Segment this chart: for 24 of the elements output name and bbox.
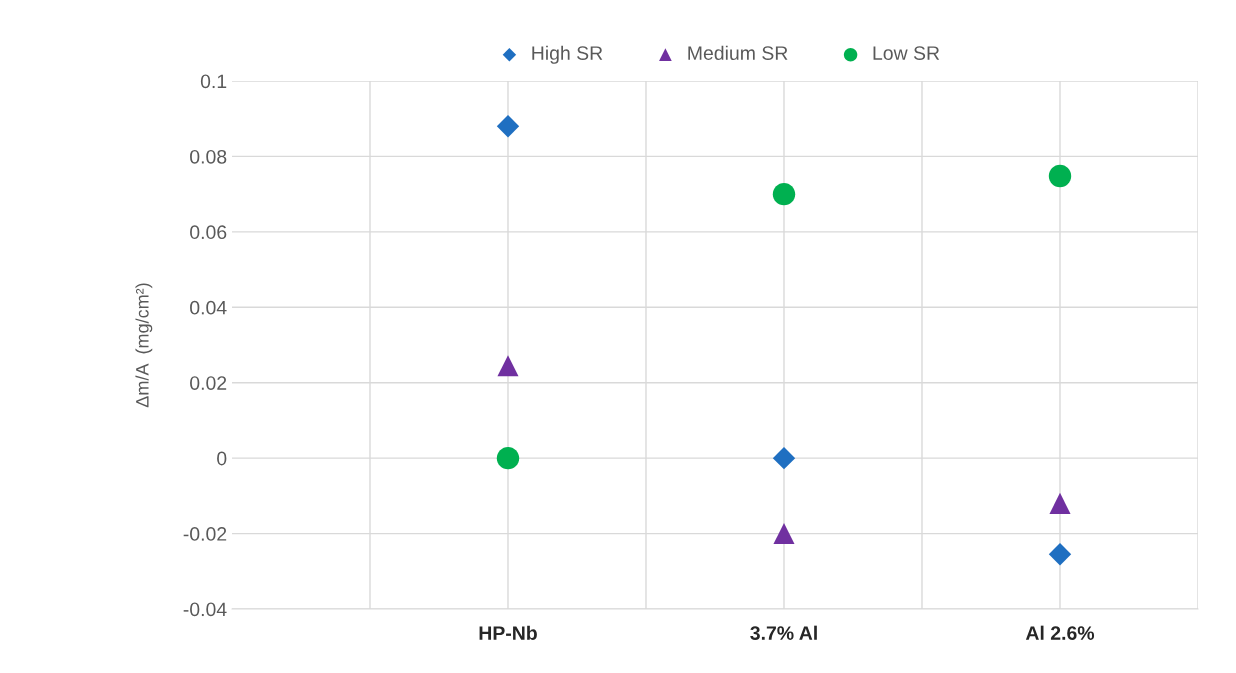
y-tick-label: 0.02 bbox=[190, 376, 227, 390]
x-tick-label: Al 2.6% bbox=[1025, 625, 1095, 640]
y-tick-label: 0.1 bbox=[200, 74, 227, 89]
legend-label: Low SR bbox=[873, 46, 940, 60]
y-tick-label: 0.04 bbox=[190, 300, 227, 315]
point bbox=[1049, 492, 1071, 514]
point bbox=[496, 115, 520, 138]
y-tick-label: 0 bbox=[217, 451, 227, 466]
point bbox=[772, 446, 796, 470]
point bbox=[496, 446, 520, 470]
point bbox=[772, 182, 796, 206]
point bbox=[1048, 543, 1072, 566]
y-axis-title: Δm/A (mg/cm²) bbox=[135, 283, 153, 408]
legend-label: Medium SR bbox=[688, 45, 788, 60]
y-tick-label: -0.04 bbox=[183, 602, 227, 617]
y-tick-label: 0.06 bbox=[190, 225, 227, 240]
legend-label: High SR bbox=[532, 45, 603, 64]
y-tick-label: -0.02 bbox=[183, 527, 227, 541]
point bbox=[773, 523, 795, 545]
point bbox=[497, 355, 519, 377]
x-tick-label: HP-Nb bbox=[479, 625, 537, 640]
y-tick-label: 0.08 bbox=[190, 149, 227, 164]
point bbox=[1048, 164, 1072, 188]
x-tick-label: 3.7% Al bbox=[750, 625, 817, 640]
